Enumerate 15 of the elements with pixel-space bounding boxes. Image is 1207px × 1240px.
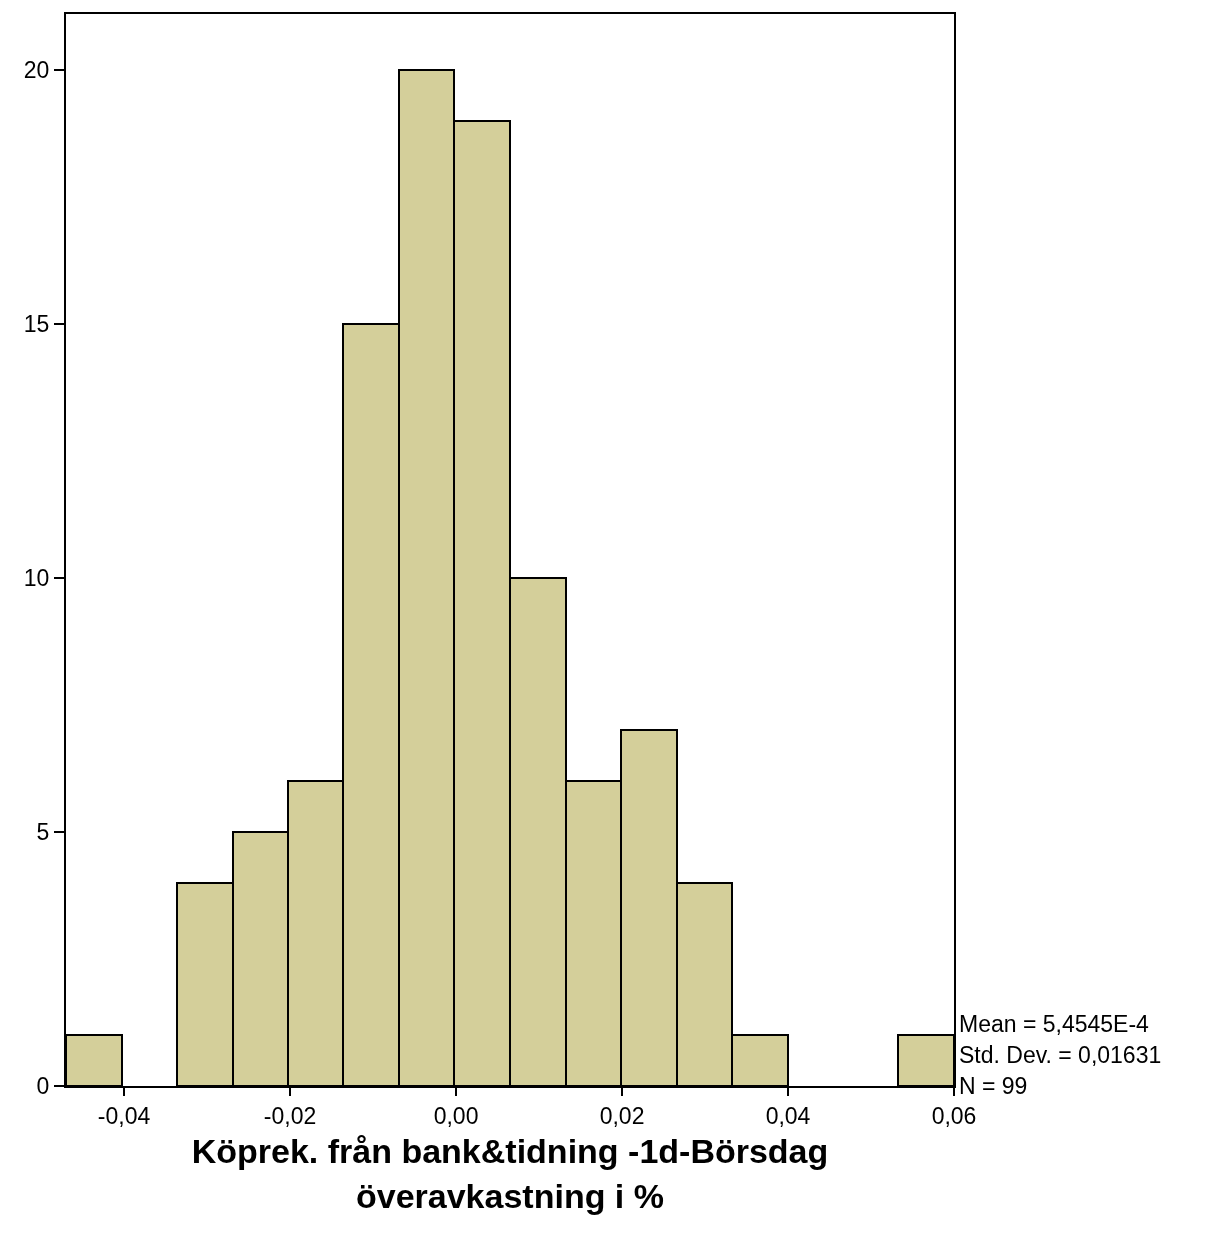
x-tick-label: -0,02 bbox=[263, 1102, 317, 1129]
y-tick-label: 20 bbox=[23, 56, 50, 83]
y-tick-label: 10 bbox=[23, 564, 50, 591]
text: N = 99 bbox=[959, 1073, 1028, 1099]
x-axis-title: Köprek. från bank&tidning -1d-Börsdag överavkastning i % bbox=[191, 1132, 829, 1215]
x-tick-label: 0,04 bbox=[765, 1102, 811, 1129]
y-tick-label: 0 bbox=[36, 1073, 50, 1100]
text: Mean = 5,4545E-4 bbox=[959, 1011, 1150, 1037]
x-tick-label: 0,06 bbox=[931, 1102, 977, 1129]
y-tick-label: 15 bbox=[23, 310, 50, 337]
x-tick-label: 0,02 bbox=[599, 1102, 645, 1129]
x-tick-label: 0,00 bbox=[433, 1102, 479, 1129]
text: Std. Dev. = 0,01631 bbox=[959, 1042, 1162, 1068]
x-tick-label: -0,04 bbox=[97, 1102, 151, 1129]
y-tick-label: 5 bbox=[36, 819, 50, 846]
